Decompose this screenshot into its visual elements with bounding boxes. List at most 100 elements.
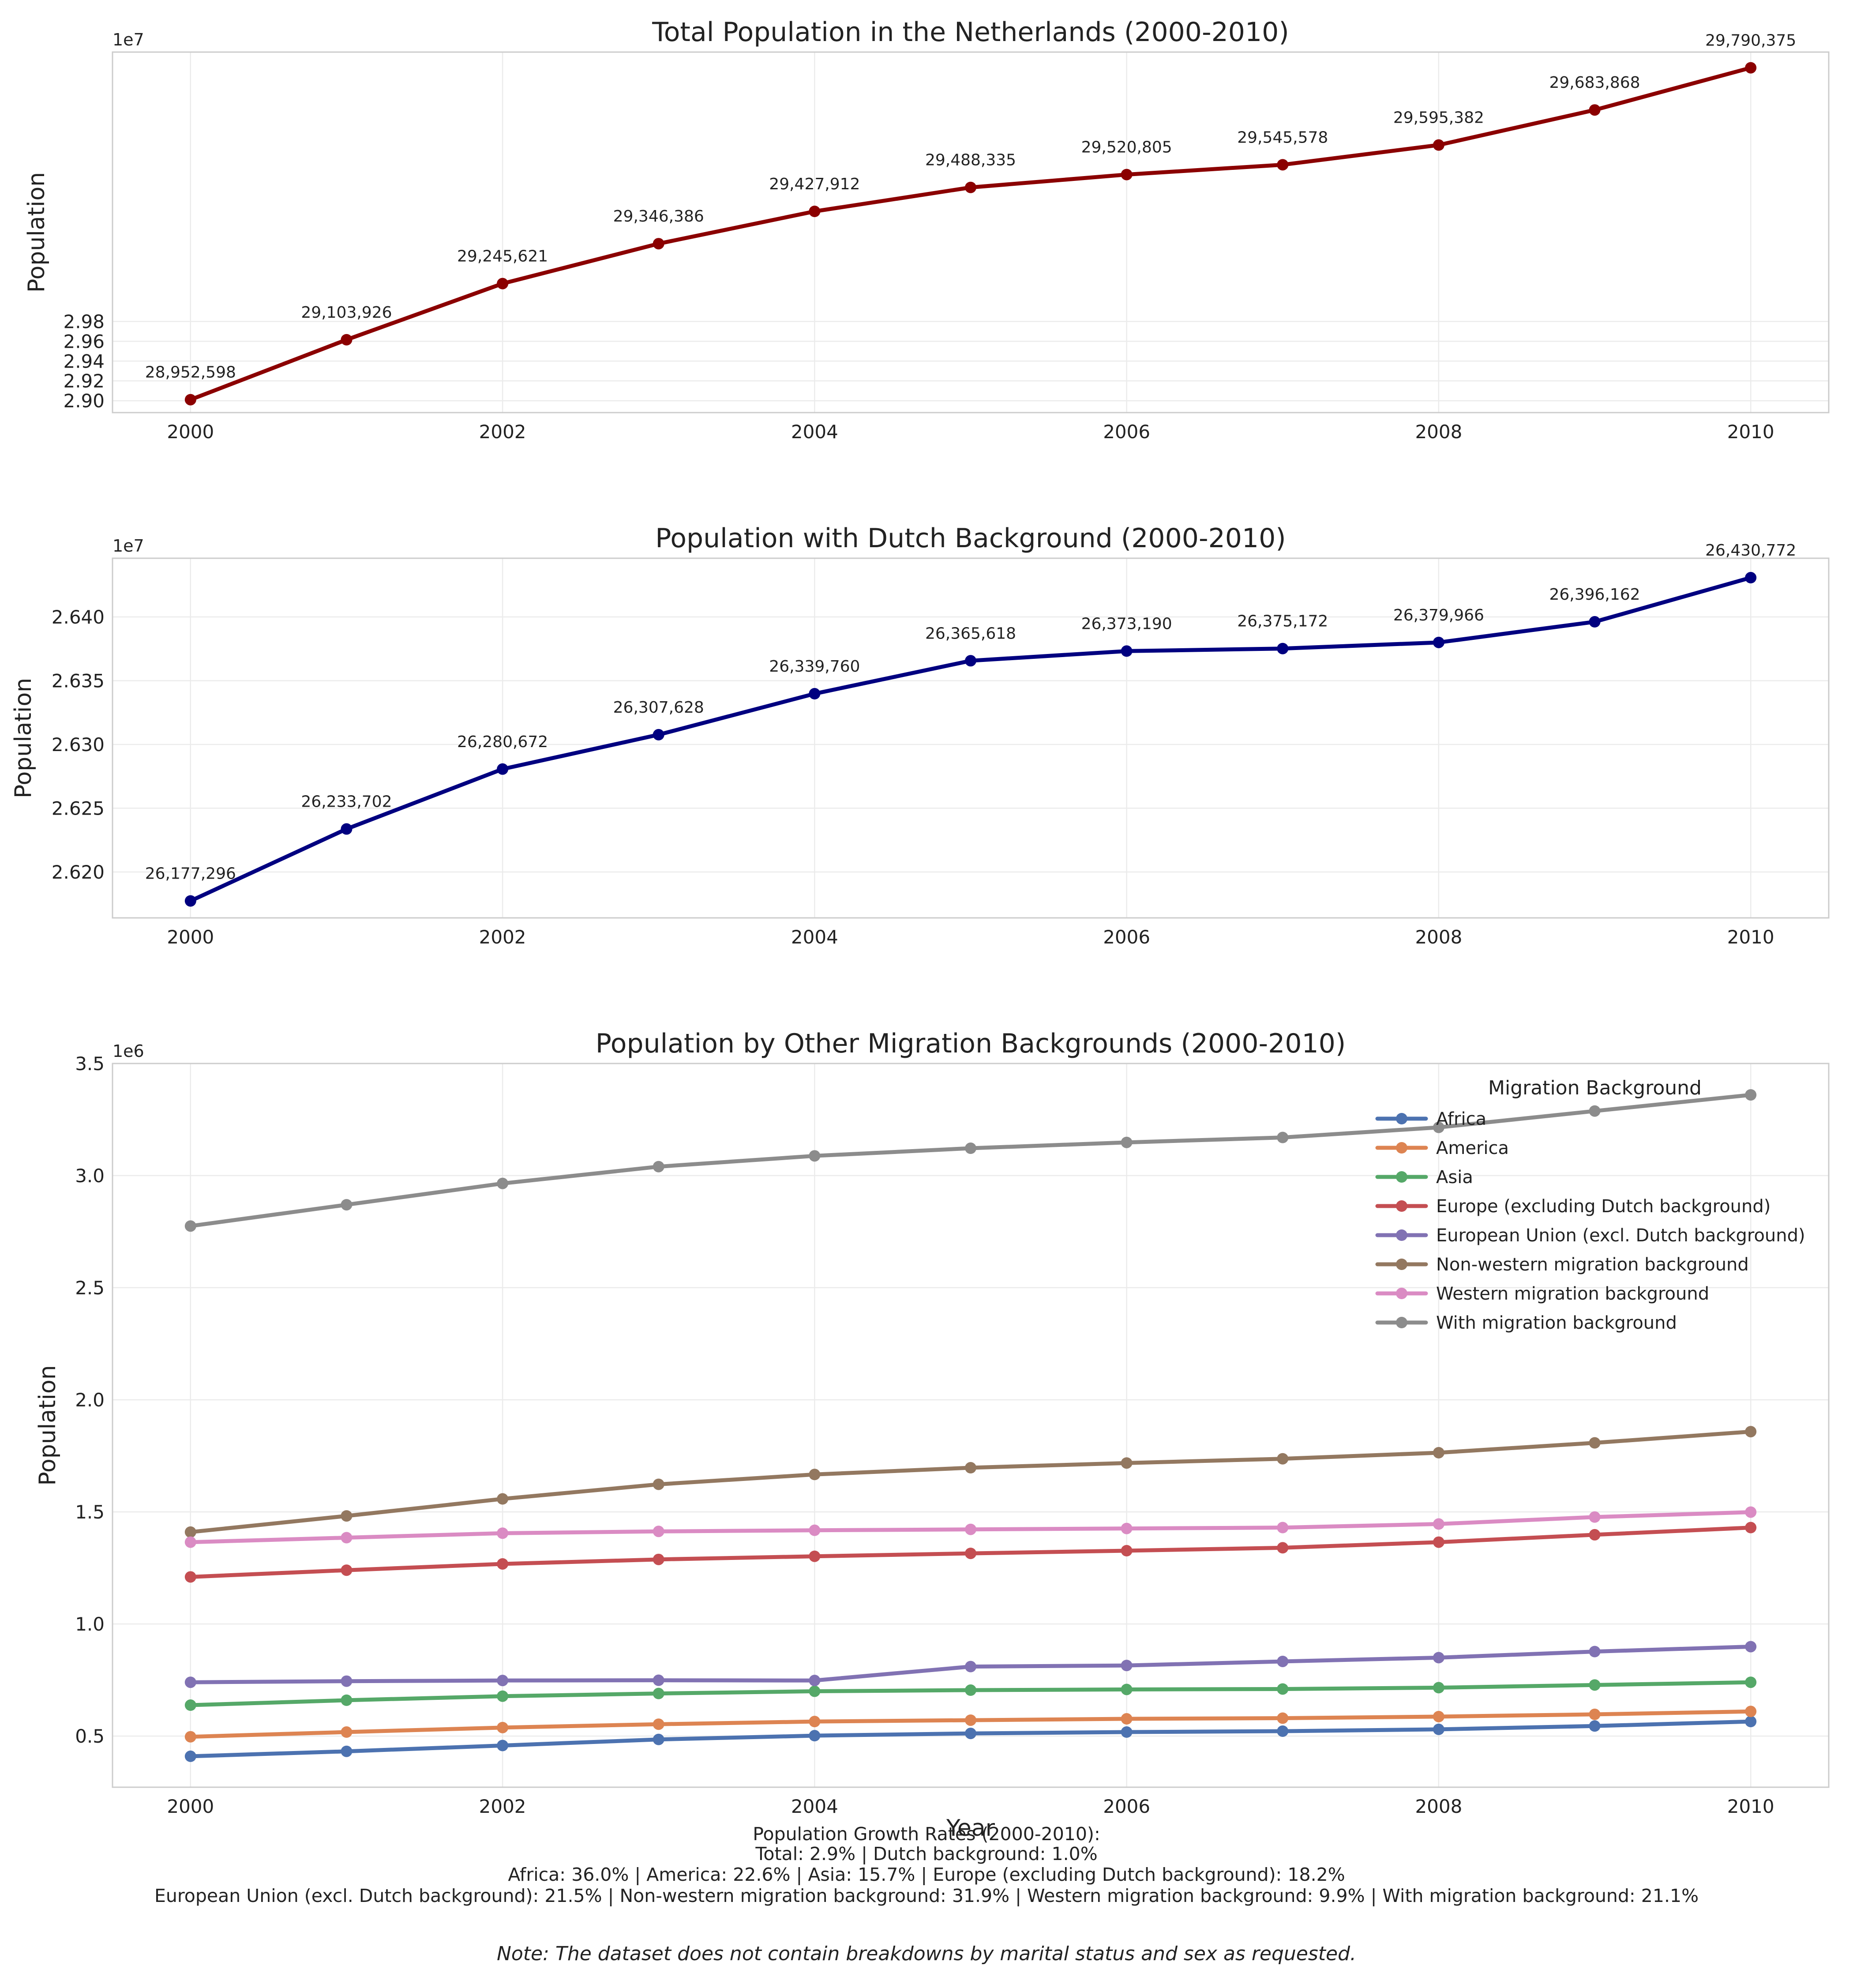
data-point bbox=[1121, 1136, 1133, 1148]
legend-entry: With migration background bbox=[1436, 1313, 1677, 1333]
x-tick-label: 2010 bbox=[1727, 926, 1774, 948]
data-point bbox=[341, 1199, 353, 1211]
data-point bbox=[497, 763, 509, 775]
data-point bbox=[1589, 1646, 1601, 1657]
data-point bbox=[184, 1526, 196, 1538]
data-point bbox=[184, 394, 196, 406]
y-tick-label: 2.90 bbox=[63, 390, 105, 412]
data-point bbox=[1589, 1679, 1601, 1691]
y-tick-label: 2.98 bbox=[63, 311, 105, 333]
data-point bbox=[184, 1731, 196, 1743]
data-point bbox=[809, 1675, 821, 1687]
x-axis-label: Year bbox=[946, 1815, 995, 1841]
data-point bbox=[809, 1730, 821, 1742]
plot-frame bbox=[112, 1063, 1830, 1788]
data-point bbox=[653, 1478, 664, 1490]
data-point bbox=[184, 1750, 196, 1762]
data-label: 29,427,912 bbox=[769, 175, 860, 193]
data-point bbox=[1121, 1660, 1133, 1672]
data-point bbox=[1277, 1712, 1289, 1724]
data-point bbox=[497, 1721, 509, 1733]
data-point bbox=[1433, 636, 1444, 648]
y-axis-label: Population bbox=[23, 172, 50, 293]
data-point bbox=[1433, 1121, 1444, 1133]
data-point bbox=[1277, 1683, 1289, 1695]
data-point bbox=[1433, 1518, 1444, 1530]
y-tick-label: 2.620 bbox=[52, 861, 105, 883]
y-tick-label: 1.5 bbox=[75, 1501, 105, 1523]
data-label: 26,375,172 bbox=[1237, 613, 1328, 631]
data-point bbox=[497, 1558, 509, 1570]
growth-rates-heading: Population Growth Rates (2000-2010): bbox=[753, 1823, 1100, 1845]
x-tick-label: 2004 bbox=[791, 926, 838, 948]
legend-marker bbox=[1396, 1113, 1407, 1124]
data-label: 29,520,805 bbox=[1081, 139, 1172, 157]
data-point bbox=[1745, 62, 1757, 74]
data-label: 29,103,926 bbox=[301, 304, 392, 322]
data-point bbox=[341, 1564, 353, 1576]
data-point bbox=[965, 1462, 976, 1474]
data-point bbox=[1745, 1506, 1757, 1518]
data-label: 29,790,375 bbox=[1705, 32, 1796, 50]
data-point bbox=[965, 1661, 976, 1672]
y-tick-label: 3.5 bbox=[75, 1053, 105, 1075]
data-point bbox=[653, 1553, 664, 1565]
data-point bbox=[809, 1524, 821, 1536]
data-point bbox=[1745, 1522, 1757, 1533]
legend-entry: Europe (excluding Dutch background) bbox=[1436, 1196, 1770, 1217]
data-point bbox=[653, 1161, 664, 1173]
data-point bbox=[1433, 1536, 1444, 1548]
data-point bbox=[1121, 1713, 1133, 1725]
data-point bbox=[1433, 1652, 1444, 1664]
legend-marker bbox=[1396, 1288, 1407, 1299]
data-label: 26,373,190 bbox=[1081, 615, 1172, 633]
data-point bbox=[809, 688, 821, 700]
data-point bbox=[1277, 1725, 1289, 1737]
data-point bbox=[965, 181, 976, 193]
data-point bbox=[965, 1548, 976, 1560]
data-point bbox=[341, 1675, 353, 1687]
data-point bbox=[653, 1718, 664, 1730]
legend-marker bbox=[1396, 1171, 1407, 1183]
data-label: 29,595,382 bbox=[1393, 109, 1484, 127]
data-point bbox=[1277, 159, 1289, 171]
x-tick-label: 2002 bbox=[479, 421, 526, 443]
data-label: 29,488,335 bbox=[925, 151, 1016, 169]
y-tick-label: 2.96 bbox=[63, 331, 105, 352]
growth-rates-groups: European Union (excl. Dutch background):… bbox=[154, 1885, 1699, 1906]
legend-entry: Non-western migration background bbox=[1436, 1255, 1749, 1275]
legend-marker bbox=[1396, 1142, 1407, 1154]
data-point bbox=[1745, 572, 1757, 584]
y-tick-label: 2.5 bbox=[75, 1277, 105, 1299]
data-point bbox=[341, 1694, 353, 1706]
y-tick-label: 2.94 bbox=[63, 350, 105, 372]
x-tick-label: 2008 bbox=[1415, 1796, 1462, 1817]
y-axis-label: Population bbox=[10, 678, 37, 798]
data-point bbox=[1433, 1682, 1444, 1694]
data-point bbox=[1277, 1131, 1289, 1143]
data-label: 29,346,386 bbox=[613, 207, 704, 225]
data-point bbox=[965, 1684, 976, 1696]
y-tick-label: 1.0 bbox=[75, 1613, 105, 1635]
data-label: 29,683,868 bbox=[1549, 74, 1640, 92]
data-label: 26,396,162 bbox=[1549, 586, 1640, 604]
data-label: 26,233,702 bbox=[301, 793, 392, 811]
data-point bbox=[809, 1550, 821, 1562]
data-label: 26,379,966 bbox=[1393, 606, 1484, 624]
data-point bbox=[1589, 104, 1601, 116]
data-point bbox=[1121, 645, 1133, 657]
data-point bbox=[1433, 1447, 1444, 1458]
y-tick-label: 2.0 bbox=[75, 1389, 105, 1411]
data-point bbox=[1745, 1089, 1757, 1101]
data-label: 26,430,772 bbox=[1705, 541, 1796, 560]
data-point bbox=[1433, 139, 1444, 151]
data-point bbox=[1589, 616, 1601, 628]
y-tick-label: 2.630 bbox=[52, 734, 105, 755]
data-point bbox=[653, 729, 664, 740]
x-tick-label: 2002 bbox=[479, 926, 526, 948]
data-point bbox=[1589, 1720, 1601, 1732]
data-point bbox=[341, 1510, 353, 1522]
growth-rates-regions: Africa: 36.0% | America: 22.6% | Asia: 1… bbox=[508, 1864, 1345, 1885]
data-point bbox=[341, 1726, 353, 1738]
